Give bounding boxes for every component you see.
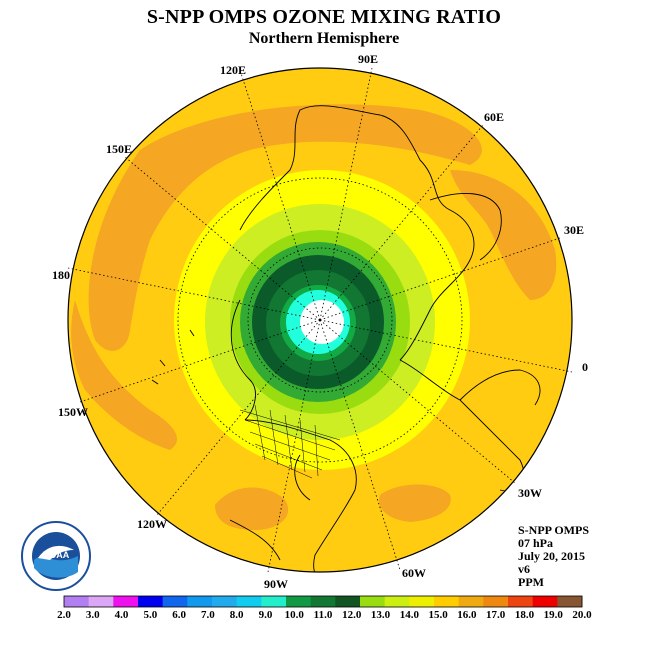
colorbar-swatch — [113, 596, 139, 607]
lon-label-150e: 150E — [106, 142, 133, 156]
units: PPM — [518, 575, 544, 589]
info-block: S-NPP OMPS 07 hPa July 20, 2015 v6 PPM — [518, 524, 589, 589]
colorbar-swatch — [532, 596, 558, 607]
lon-label-180: 180 — [52, 268, 70, 282]
colorbar-swatch — [212, 596, 238, 607]
high-ozone-patch — [379, 484, 451, 522]
data-version: v6 — [518, 562, 530, 576]
pressure-level: 07 hPa — [518, 536, 554, 550]
colorbar-swatch — [508, 596, 534, 607]
colorbar-swatch — [360, 596, 386, 607]
lon-label-150w: 150W — [58, 405, 88, 419]
lon-label-30e: 30E — [564, 223, 585, 237]
colorbar-swatch — [236, 596, 262, 607]
colorbar-swatch — [88, 596, 114, 607]
colorbar-tick-label: 5.0 — [143, 609, 158, 621]
colorbar-swatch — [434, 596, 460, 607]
colorbar-tick-label: 8.0 — [229, 609, 244, 621]
lon-label-0: 0 — [582, 360, 588, 374]
map-subtitle: Northern Hemisphere — [248, 30, 400, 47]
high-ozone-patch — [88, 104, 482, 351]
lon-label-120e: 120E — [220, 63, 247, 77]
colorbar-tick-label: 17.0 — [486, 609, 506, 621]
colorbar-swatch — [64, 596, 90, 607]
colorbar-tick-label: 9.0 — [258, 609, 273, 621]
coastlines — [151, 105, 541, 572]
colorbar-swatch — [384, 596, 410, 607]
colorbar-swatch — [286, 596, 312, 607]
lon-label-30w: 30W — [518, 486, 542, 500]
colorbar-tick-label: 18.0 — [514, 609, 535, 621]
colorbar-tick-label: 7.0 — [201, 609, 215, 621]
lon-label-90w: 90W — [264, 577, 288, 591]
colorbar-swatch — [310, 596, 336, 607]
ozone-field — [68, 68, 572, 572]
colorbar — [63, 595, 583, 608]
noaa-logo-text: NOAA — [43, 550, 70, 560]
colorbar-swatch — [557, 596, 583, 607]
observation-date: July 20, 2015 — [518, 549, 586, 563]
colorbar-tick-label: 4.0 — [114, 609, 129, 621]
lon-label-120w: 120W — [137, 517, 167, 531]
colorbar-tick-label: 16.0 — [457, 609, 477, 621]
high-ozone-patch — [215, 487, 289, 530]
colorbar-swatch — [138, 596, 164, 607]
colorbar-swatch — [335, 596, 361, 607]
us-states — [239, 404, 341, 479]
noaa-logo: NOAA — [21, 521, 91, 591]
map-border — [67, 67, 573, 573]
colorbar-tick-label: 19.0 — [543, 609, 563, 621]
map-title: S-NPP OMPS OZONE MIXING RATIO — [146, 6, 502, 28]
polar-no-data — [300, 300, 344, 344]
colorbar-tick-label: 2.0 — [57, 609, 71, 621]
colorbar-swatch — [409, 596, 435, 607]
colorbar-tick-label: 15.0 — [428, 609, 448, 621]
colorbar-tick-label: 3.0 — [85, 609, 100, 621]
instrument-name: S-NPP OMPS — [518, 523, 589, 537]
lon-label-60w: 60W — [402, 566, 426, 580]
colorbar-tick-label: 14.0 — [399, 609, 419, 621]
lon-label-90e: 90E — [358, 52, 379, 66]
high-ozone-patch — [71, 300, 178, 450]
colorbar-tick-label: 11.0 — [313, 609, 333, 621]
colorbar-tick-label: 10.0 — [284, 609, 304, 621]
colorbar-swatch — [483, 596, 509, 607]
colorbar-border — [63, 595, 583, 608]
colorbar-swatch — [458, 596, 484, 607]
colorbar-tick-label: 13.0 — [370, 609, 391, 621]
colorbar-swatch — [162, 596, 188, 607]
colorbar-tick-label: 6.0 — [172, 609, 186, 621]
colorbar-swatch — [261, 596, 287, 607]
colorbar-tick-label: 12.0 — [342, 609, 362, 621]
colorbar-tick-label: 20.0 — [572, 609, 592, 621]
graticule — [67, 67, 573, 573]
lon-label-60e: 60E — [484, 110, 505, 124]
colorbar-swatch — [187, 596, 213, 607]
high-ozone-patch — [450, 170, 557, 300]
